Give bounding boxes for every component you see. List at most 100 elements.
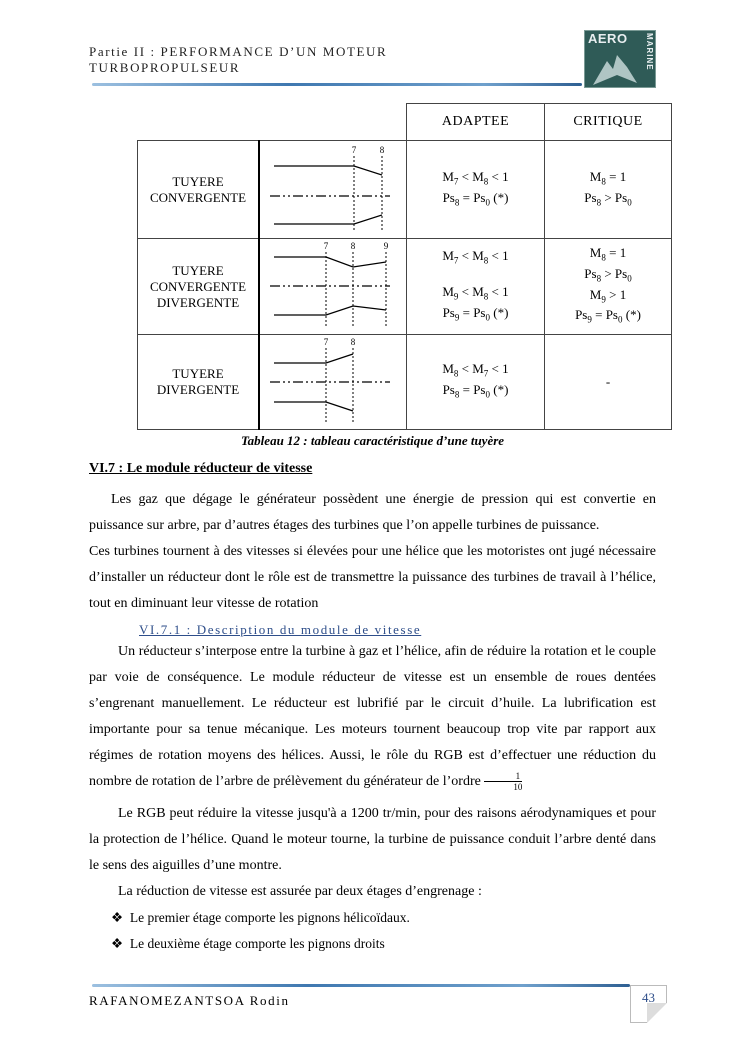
formula-text: M — [589, 168, 602, 184]
subscript: 8 — [454, 197, 460, 208]
running-header: Partie II : PERFORMANCE D’UN MOTEUR TURB… — [89, 44, 387, 76]
station-label: 7 — [324, 241, 329, 251]
adapted-conditions: M7 < M8 < 1 Ps8 = Ps0 (*) — [406, 140, 545, 239]
table-row: TUYERE CONVERGENTE DIVERGENTE 7 8 9 M7 < M8 … — [137, 238, 672, 335]
station-label: 7 — [352, 145, 357, 155]
formula-text: M — [442, 361, 454, 377]
formula-text: M — [589, 286, 602, 302]
formula-text: = 1 — [605, 245, 627, 261]
station-label: 8 — [351, 337, 356, 347]
formula-text: (*) — [490, 304, 509, 320]
table-caption: Tableau 12 : tableau caractéristique d’u… — [240, 433, 505, 448]
formula-line: M9 < M8 < 1 — [407, 284, 544, 305]
list-item: ❖ Le premier étage comporte les pignons … — [111, 910, 410, 925]
formula-text: < 1 — [488, 247, 509, 263]
subscript: 0 — [618, 314, 623, 325]
subscript: 9 — [601, 294, 606, 305]
formula-text: < M — [458, 284, 484, 300]
formula-text: < M — [458, 361, 484, 377]
numerator: 1 — [484, 771, 523, 783]
col-header-critique: CRITIQUE — [544, 103, 672, 141]
subscript: 7 — [453, 176, 459, 187]
nozzle-type-label: DIVERGENTE — [156, 382, 240, 397]
paragraph: La réduction de vitesse est assurée par … — [118, 884, 482, 899]
subsection-heading: VI.7.1 : Description du module de vitess… — [139, 622, 422, 637]
page-number: 43 — [630, 985, 667, 1023]
nozzle-lower-wall — [274, 305, 387, 316]
formula-line: M7 < M8 < 1 — [407, 169, 544, 190]
formula-text: > Ps — [601, 265, 628, 281]
header-line-2: TURBOPROPULSEUR — [89, 60, 241, 75]
nozzle-type-label: TUYERE — [172, 173, 224, 189]
subscript: 8 — [483, 176, 489, 187]
formula-line: Ps8 = Ps0 (*) — [407, 382, 544, 403]
critical-conditions: - — [544, 334, 672, 430]
formula-text: = Ps — [459, 304, 486, 320]
nozzle-type: TUYERE CONVERGENTE — [137, 140, 260, 239]
formula-line: Ps9 = Ps0 (*) — [407, 305, 544, 326]
col-header-adaptee: ADAPTEE — [406, 103, 545, 141]
formula-text: < 1 — [488, 284, 509, 300]
formula-text: < 1 — [488, 361, 509, 377]
list-item-text: Le deuxième étage comporte les pignons d… — [129, 936, 385, 951]
list-item-text: Le premier étage comporte les pignons hé… — [129, 910, 410, 925]
adapted-conditions: M7 < M8 < 1 M9 < M8 < 1 Ps9 = Ps0 (*) — [406, 238, 545, 335]
formula-line: M8 < M7 < 1 — [407, 361, 544, 382]
station-label: 8 — [380, 145, 385, 155]
formula-text: < M — [458, 168, 484, 184]
paragraph: Le RGB peut réduire la vitesse jusqu'à a… — [89, 806, 656, 873]
formula-text: Ps — [442, 189, 455, 205]
nozzle-type-label: DIVERGENTE — [156, 294, 240, 310]
formula-text: Ps — [584, 265, 597, 281]
critical-conditions: M8 = 1 Ps8 > Ps0 — [544, 140, 672, 239]
paragraph: Un réducteur s’interpose entre la turbin… — [89, 639, 656, 795]
footer-rule — [92, 984, 630, 987]
fraction: 1 10 — [484, 771, 523, 793]
formula-text: (*) — [490, 382, 509, 397]
adapted-conditions: M8 < M7 < 1 Ps8 = Ps0 (*) — [406, 334, 545, 430]
denominator: 10 — [513, 782, 523, 793]
formula-text: = Ps — [459, 382, 486, 397]
formula-text: Ps — [584, 189, 597, 205]
subscript: 8 — [483, 255, 489, 266]
formula-text: (*) — [622, 307, 641, 323]
nozzle-lower-wall — [274, 214, 383, 225]
subscript: 7 — [453, 255, 459, 266]
nozzle-lower-wall — [274, 401, 354, 412]
formula-line: M8 = 1 — [545, 245, 671, 266]
list-item: ❖ Le deuxième étage comporte les pignons… — [111, 936, 385, 951]
formula-line: Ps8 > Ps0 — [545, 266, 671, 287]
subscript: 8 — [601, 252, 606, 263]
nozzle-type: TUYERE DIVERGENTE — [137, 334, 260, 430]
subscript: 0 — [485, 389, 491, 400]
subscript: 0 — [485, 312, 491, 323]
formula-line: M7 < M8 < 1 — [407, 248, 544, 269]
paragraph: Ces turbines tournent à des vitesses si … — [89, 544, 656, 611]
paragraph-text: Un réducteur s’interpose entre la turbin… — [89, 644, 656, 789]
footer-author: RAFANOMEZANTSOA Rodin — [89, 993, 290, 1008]
formula-text: = Ps — [591, 307, 618, 323]
paragraph: Les gaz que dégage le générateur possède… — [89, 492, 656, 533]
subscript: 9 — [454, 312, 460, 323]
nozzle-type-label: TUYERE — [172, 262, 224, 278]
nozzle-type-label: CONVERGENTE — [149, 278, 247, 294]
formula-text: M — [442, 247, 454, 263]
formula-text: M — [442, 168, 454, 184]
subscript: 0 — [627, 273, 632, 284]
nozzle-type: TUYERE CONVERGENTE DIVERGENTE — [137, 238, 260, 335]
header-line-1: Partie II : PERFORMANCE D’UN MOTEUR — [89, 44, 388, 59]
station-label: 7 — [324, 337, 329, 347]
subscript: 9 — [453, 291, 459, 302]
formula-text: < M — [458, 247, 484, 263]
subscript: 9 — [587, 314, 592, 325]
formula-text: > Ps — [601, 189, 628, 205]
formula-line: - — [545, 374, 671, 390]
formula-line: Ps8 = Ps0 (*) — [407, 190, 544, 211]
formula-text: (*) — [490, 189, 509, 205]
critical-conditions: M8 = 1 Ps8 > Ps0 M9 > 1 Ps9 = Ps0 (*) — [544, 238, 672, 335]
subscript: 0 — [627, 197, 632, 208]
nozzle-diagram: 7 8 9 — [258, 238, 407, 335]
